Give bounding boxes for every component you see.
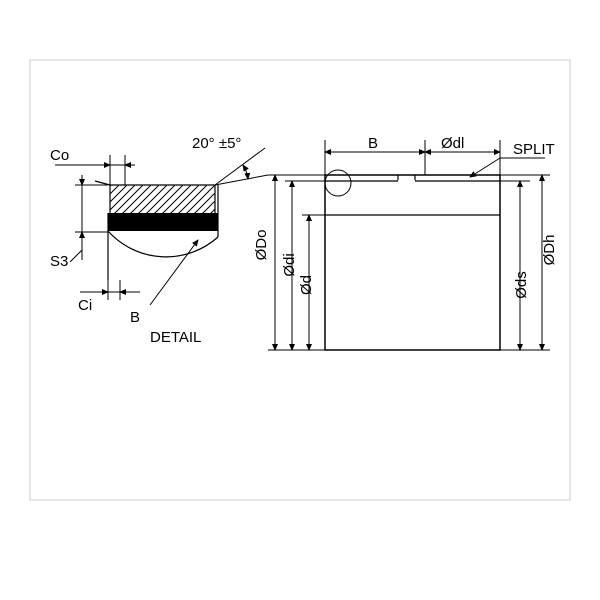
- dl-label: Ødl: [441, 135, 464, 152]
- dh-label: ØDh: [541, 235, 558, 266]
- b-main-label: B: [368, 135, 378, 152]
- co-label: Co: [50, 147, 69, 164]
- detail-view: 20° ±5° Co S3 Ci B DETAIL: [50, 135, 268, 346]
- angle-label: 20° ±5°: [192, 135, 241, 152]
- d-label: Ød: [298, 275, 315, 295]
- do-label: ØDo: [253, 230, 270, 261]
- split-label: SPLIT: [513, 141, 555, 158]
- main-view: B Ødl SPLIT ØDo Ødi Ød Øds ØDh: [253, 135, 558, 350]
- b-detail-label: B: [130, 309, 140, 326]
- ci-label: Ci: [78, 297, 92, 314]
- di-label: Ødi: [281, 253, 298, 276]
- detail-label: DETAIL: [150, 329, 201, 346]
- ds-label: Øds: [513, 271, 530, 299]
- s3-label: S3: [50, 253, 68, 270]
